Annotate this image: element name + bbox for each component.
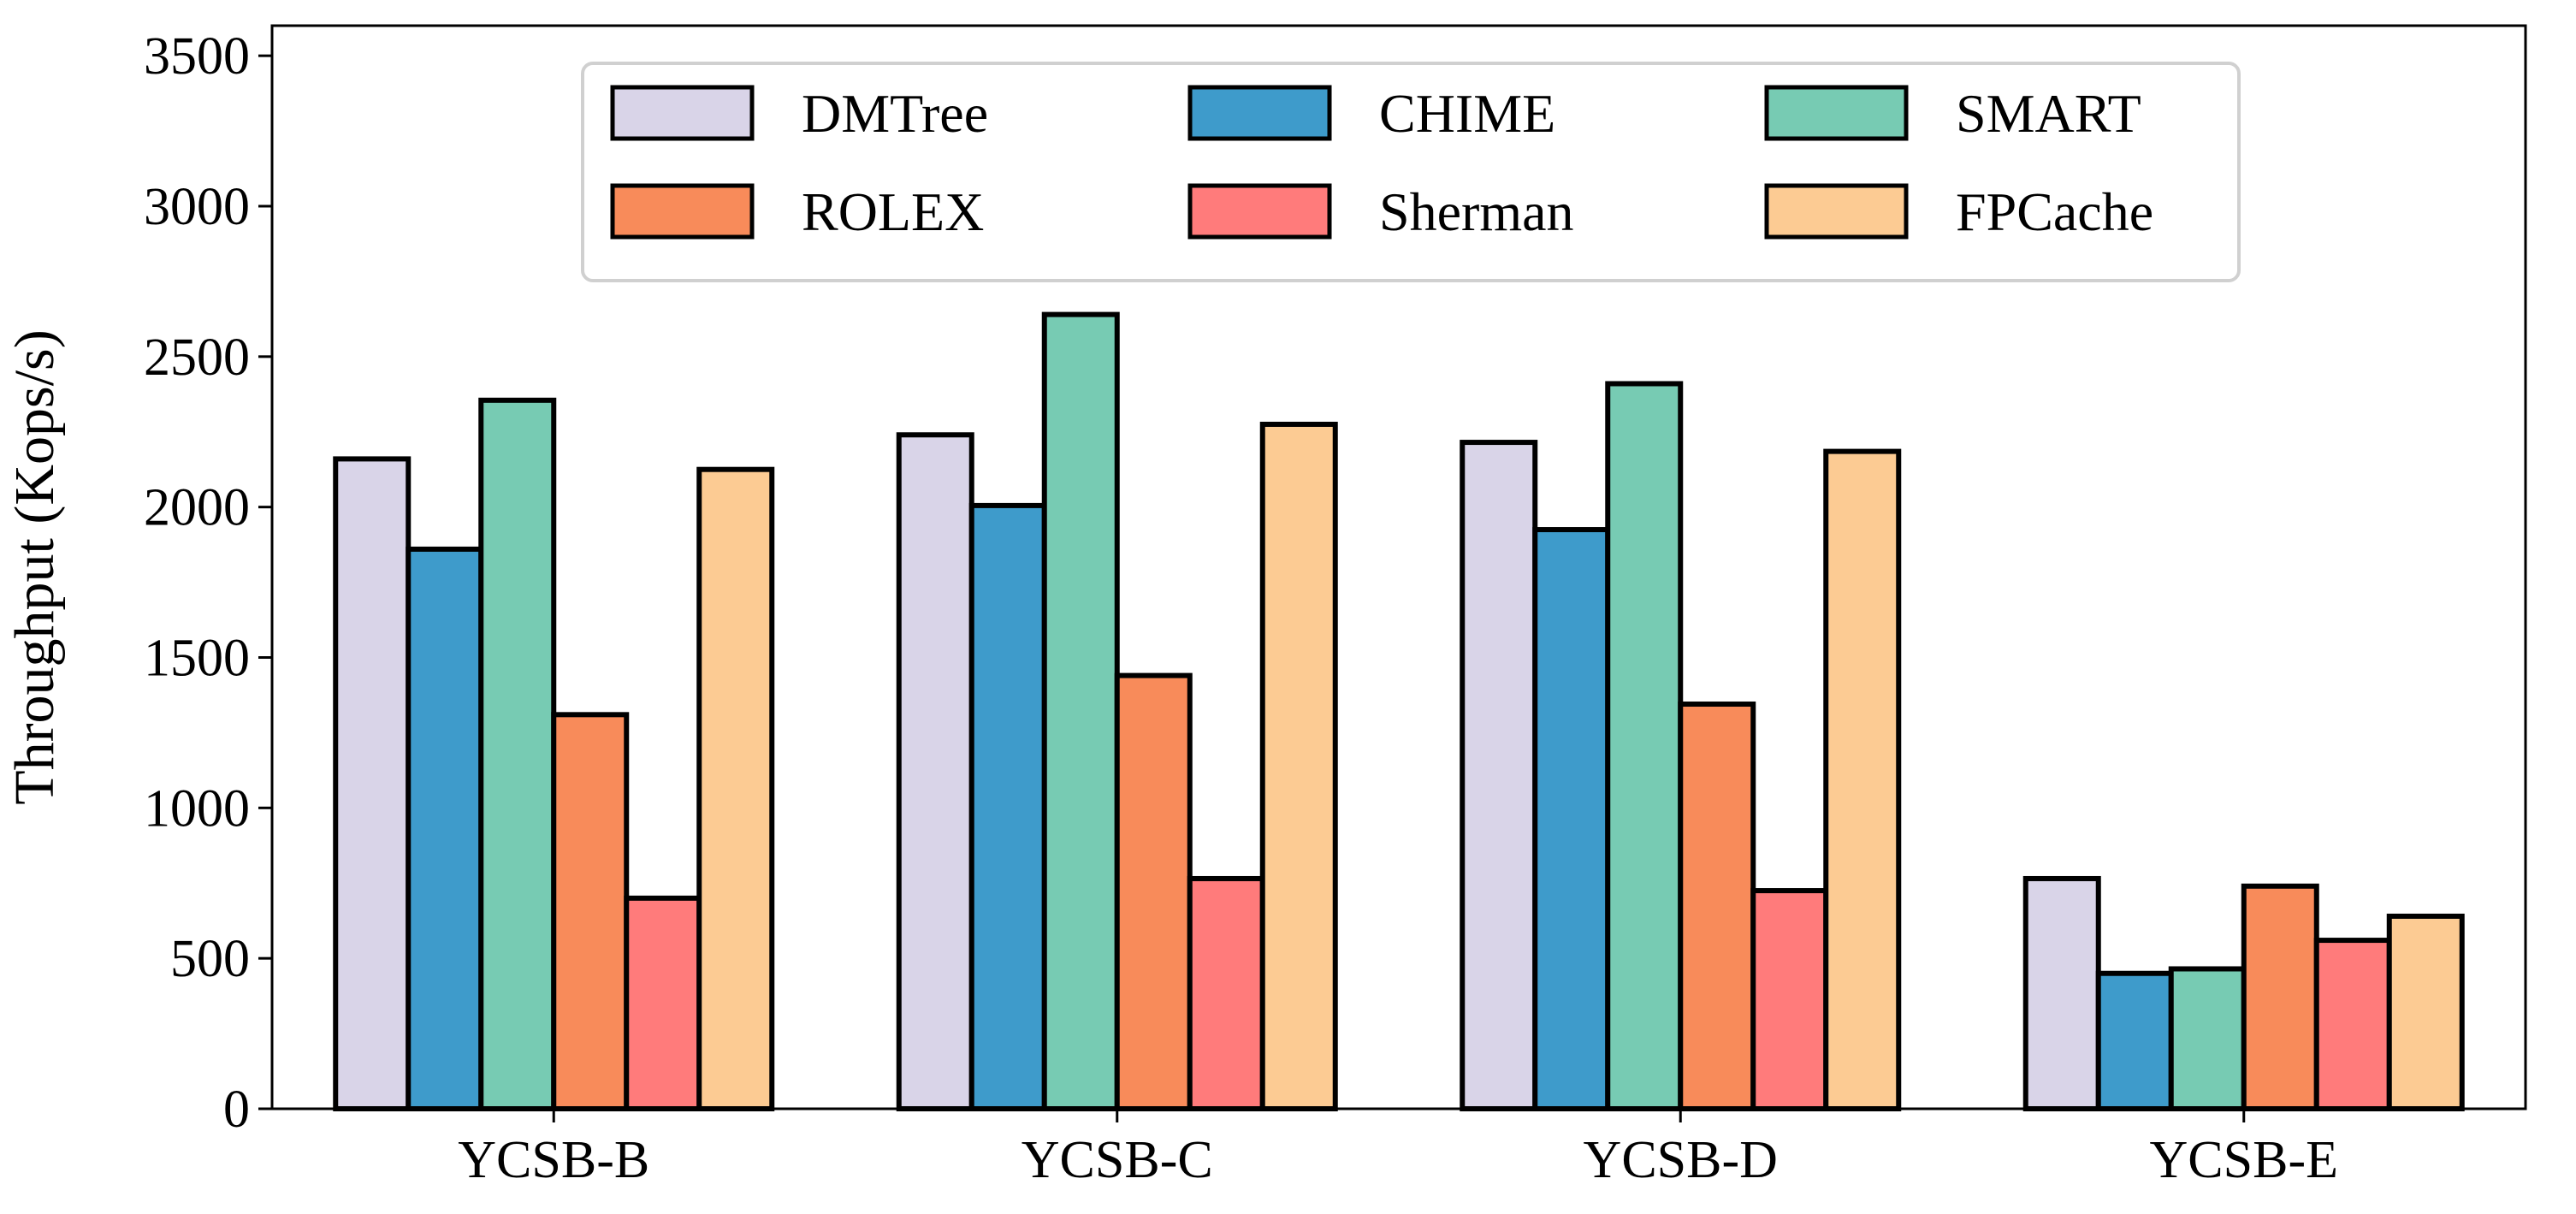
bar-fpcache-ycsb-c <box>1259 421 1338 1112</box>
y-tick-label: 1000 <box>144 779 250 838</box>
bar-smart-ycsb-b <box>478 397 557 1111</box>
y-tick-label: 0 <box>223 1081 250 1139</box>
legend-label-sherman: Sherman <box>1379 181 1574 242</box>
plot-frame <box>270 24 2527 1110</box>
bar-rolex-ycsb-b <box>551 712 630 1111</box>
bar-sherman-ycsb-b <box>624 895 702 1112</box>
legend-swatch-chime <box>1187 85 1332 141</box>
bar-rolex-ycsb-c <box>1114 672 1193 1111</box>
bar-dmtree-ycsb-d <box>1460 440 1538 1111</box>
y-tick-label: 2500 <box>144 329 250 387</box>
bar-dmtree-ycsb-e <box>2022 875 2101 1111</box>
y-tick-label: 3500 <box>144 27 250 86</box>
bar-rolex-ycsb-d <box>1678 702 1756 1112</box>
legend-swatch-dmtree <box>610 85 755 141</box>
x-tick-label: YCSB-C <box>1022 1131 1213 1189</box>
legend-swatch-smart <box>1764 85 1909 141</box>
legend-label-rolex: ROLEX <box>802 181 984 242</box>
bar-fpcache-ycsb-e <box>2386 913 2465 1112</box>
y-tick-label: 500 <box>170 930 250 988</box>
bar-dmtree-ycsb-c <box>896 432 974 1111</box>
bar-chime-ycsb-c <box>968 502 1047 1111</box>
bar-fpcache-ycsb-d <box>1823 448 1902 1111</box>
bar-smart-ycsb-c <box>1041 311 1120 1112</box>
bar-rolex-ycsb-e <box>2241 883 2319 1112</box>
y-tick-label: 1500 <box>144 630 250 688</box>
bar-fpcache-ycsb-b <box>696 466 775 1111</box>
x-tick-label: YCSB-B <box>458 1131 649 1189</box>
bar-chime-ycsb-e <box>2095 970 2174 1111</box>
legend-label-chime: CHIME <box>1379 83 1555 144</box>
bar-sherman-ycsb-e <box>2313 938 2392 1111</box>
bar-sherman-ycsb-d <box>1750 888 1829 1111</box>
x-tick-label: YCSB-D <box>1584 1131 1778 1189</box>
y-axis-title: Throughput (Kops/s) <box>3 329 66 804</box>
legend-swatch-fpcache <box>1764 183 1909 240</box>
y-tick-label: 3000 <box>144 178 250 236</box>
bar-dmtree-ycsb-b <box>333 456 412 1111</box>
legend-swatch-sherman <box>1187 183 1332 240</box>
bars-layer <box>333 311 2465 1112</box>
axes-layer: YCSB-B YCSB-C YCSB-D YCSB-E 0 500 1000 1500 2000… <box>144 24 2527 1189</box>
bar-smart-ycsb-d <box>1605 381 1684 1111</box>
x-tick-label: YCSB-E <box>2150 1131 2338 1189</box>
legend-label-smart: SMART <box>1956 83 2141 144</box>
legend: DMTree CHIME SMART ROLEX Sherman FPCache <box>581 62 2241 282</box>
bar-smart-ycsb-e <box>2168 966 2247 1111</box>
legend-label-dmtree: DMTree <box>802 83 988 144</box>
bar-chime-ycsb-d <box>1532 527 1611 1111</box>
bar-chime-ycsb-b <box>406 546 484 1111</box>
legend-swatch-rolex <box>610 183 755 240</box>
bar-sherman-ycsb-c <box>1187 875 1265 1111</box>
y-tick-label: 2000 <box>144 479 250 537</box>
legend-label-fpcache: FPCache <box>1956 181 2153 242</box>
